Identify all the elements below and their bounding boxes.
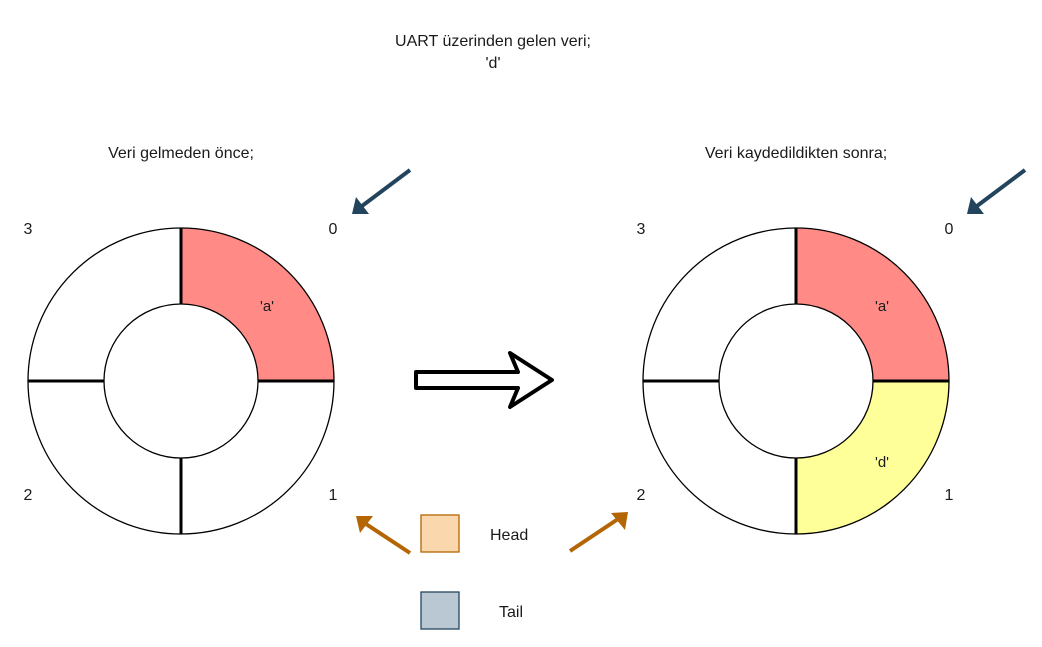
legend-tail-swatch [420,591,460,630]
right-buffer: Veri kaydedildikten sonra; 'a' 'd' 0 1 2… [568,145,1027,553]
legend-head-label: Head [490,527,528,544]
right-tail-pointer-arrow [967,168,1027,214]
title-line-1: UART üzerinden gelen veri; [395,33,591,50]
left-index-1: 1 [329,487,338,504]
right-index-2: 2 [637,487,646,504]
left-buffer: Veri gelmeden önce; 'a' 0 1 2 3 [24,145,412,555]
left-index-2: 2 [24,487,33,504]
legend: Head Tail [420,514,528,630]
transition-arrow [414,351,554,409]
right-cell-0-value: 'a' [875,298,889,315]
right-buffer-caption: Veri kaydedildikten sonra; [705,145,887,162]
left-head-pointer-arrow [356,516,412,555]
left-cell-0-value: 'a' [260,298,274,315]
right-cell-1-value: 'd' [875,454,889,471]
right-index-3: 3 [637,221,646,238]
title-line-2: 'd' [485,55,500,72]
right-index-1: 1 [945,487,954,504]
left-index-3: 3 [24,221,33,238]
legend-tail-label: Tail [499,604,523,621]
legend-head-swatch [420,514,460,553]
left-tail-pointer-arrow [352,168,412,214]
right-head-pointer-arrow [568,512,628,553]
left-index-0: 0 [329,221,338,238]
left-buffer-caption: Veri gelmeden önce; [108,145,254,162]
right-index-0: 0 [945,221,954,238]
left-ring-hole [103,303,259,459]
right-ring-hole [718,303,874,459]
